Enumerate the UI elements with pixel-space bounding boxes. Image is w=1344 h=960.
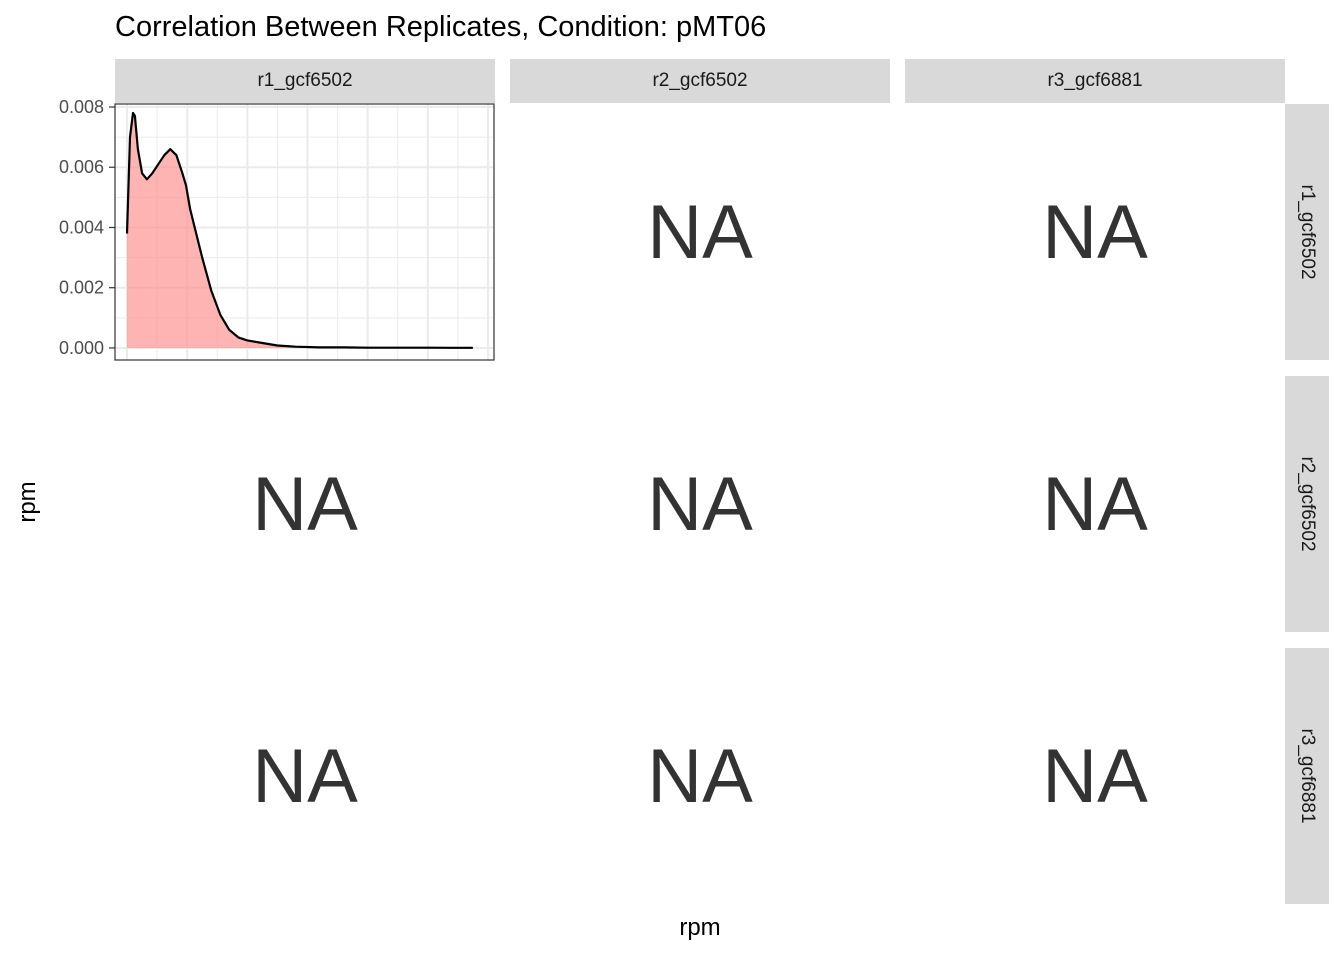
y-tick-label: 0.002 — [59, 278, 104, 298]
na-panel-r2-c2: NA — [647, 461, 753, 547]
na-panel-r3-c1: NA — [252, 733, 358, 819]
y-axis-label: rpm — [14, 481, 41, 523]
column-strip-2: r2_gcf6502 — [510, 59, 890, 103]
na-panel-r2-c3: NA — [1042, 461, 1148, 547]
density-area — [127, 113, 473, 348]
chart-title: Correlation Between Replicates, Conditio… — [115, 11, 767, 43]
row-strip-2: r2_gcf6502 — [1285, 376, 1329, 632]
density-line — [125, 111, 473, 349]
column-strip-1: r1_gcf6502 — [115, 59, 495, 103]
na-panel-r1-c2: NA — [647, 189, 753, 275]
column-strip-3: r3_gcf6881 — [905, 59, 1285, 103]
x-axis-label: rpm — [679, 914, 721, 941]
na-panel-r2-c1: NA — [252, 461, 358, 547]
na-panel-r3-c2: NA — [647, 733, 753, 819]
na-panel-r3-c3: NA — [1042, 733, 1148, 819]
na-panel-r1-c3: NA — [1042, 189, 1148, 275]
y-tick-label: 0.008 — [59, 97, 104, 117]
y-tick-label: 0.004 — [59, 217, 104, 237]
row-strip-1: r1_gcf6502 — [1285, 104, 1329, 360]
y-tick-label: 0.006 — [59, 157, 104, 177]
panel-border — [114, 103, 495, 361]
y-tick-label: 0.000 — [59, 338, 104, 358]
row-strip-3: r3_gcf6881 — [1285, 648, 1329, 904]
